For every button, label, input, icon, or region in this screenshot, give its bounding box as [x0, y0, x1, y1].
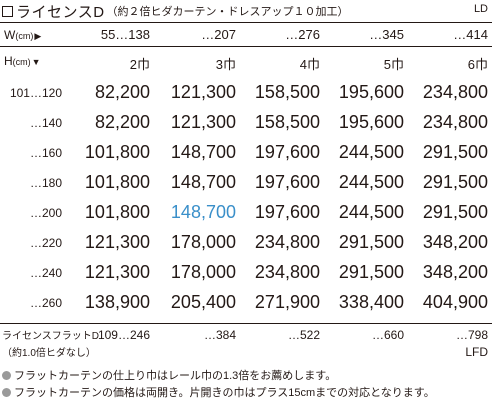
price-cell: 348,200: [422, 232, 488, 252]
price-cell: 197,600: [254, 142, 320, 162]
price-cell: 158,500: [254, 82, 320, 102]
price-cell: 148,700: [170, 202, 236, 222]
width-range-cell: …207: [201, 27, 236, 42]
panel-count-cell: 3巾: [215, 57, 236, 72]
price-cell: 291,500: [422, 202, 488, 222]
price-cell: 404,900: [422, 292, 488, 312]
price-cell: 101,800: [84, 202, 150, 222]
flat-divider: [0, 323, 492, 324]
price-cell: 234,800: [254, 232, 320, 252]
flat-width-cell: …384: [203, 328, 236, 342]
height-range-cell: …180: [29, 176, 62, 190]
price-cell: 178,000: [170, 232, 236, 252]
price-cell: 158,500: [254, 112, 320, 132]
note-text: フラットカーテンの仕上り巾はレール巾の1.3倍をお薦めします。: [14, 370, 337, 382]
note-1: フラットカーテンの仕上り巾はレール巾の1.3倍をお薦めします。: [2, 367, 336, 383]
price-cell: 82,200: [94, 112, 150, 132]
flat-width-cell: …660: [371, 328, 404, 342]
price-cell: 205,400: [170, 292, 236, 312]
price-cell: 138,900: [84, 292, 150, 312]
height-range-cell: …260: [29, 296, 62, 310]
price-cell: 121,300: [170, 82, 236, 102]
price-cell: 197,600: [254, 172, 320, 192]
flat-product-code: LFD: [465, 345, 488, 359]
panel-count-cell: 5巾: [383, 57, 404, 72]
height-range-cell: …140: [29, 116, 62, 130]
price-cell: 101,800: [84, 142, 150, 162]
square-icon: [2, 5, 13, 17]
height-unit: (cm): [12, 57, 31, 67]
note-2: フラットカーテンの価格は両開き。片開きの巾はプラス15cmまでの対応となります。: [2, 384, 435, 400]
price-cell: 244,500: [338, 172, 404, 192]
price-cell: 244,500: [338, 142, 404, 162]
height-range-cell: …220: [29, 236, 62, 250]
price-cell: 178,000: [170, 262, 236, 282]
price-cell: 234,800: [422, 82, 488, 102]
width-range-cell: …345: [369, 27, 404, 42]
price-cell: 148,700: [170, 172, 236, 192]
right-arrow-icon: ▶: [34, 31, 42, 41]
price-cell: 121,300: [170, 112, 236, 132]
price-cell: 291,500: [338, 262, 404, 282]
panel-count-cell: 4巾: [299, 57, 320, 72]
price-cell: 271,900: [254, 292, 320, 312]
height-label: H: [4, 54, 13, 68]
width-header-label: W(cm)▶: [4, 28, 41, 42]
panel-count-cell: 2巾: [129, 57, 150, 72]
top-rule: [0, 22, 492, 23]
width-range-cell: …276: [285, 27, 320, 42]
price-cell: 101,800: [84, 172, 150, 192]
height-header-label: H(cm)▼: [4, 54, 41, 68]
width-range-cell: …414: [453, 27, 488, 42]
note-text: フラットカーテンの価格は両開き。片開きの巾はプラス15cmまでの対応となります。: [14, 387, 435, 399]
width-range-cell: 55…138: [100, 27, 150, 42]
flat-product-name: ライセンスフラットD: [2, 331, 100, 342]
price-cell: 234,800: [254, 262, 320, 282]
bullet-icon: [2, 370, 11, 380]
product-name: ライセンスD: [16, 3, 105, 21]
width-label: W: [4, 28, 16, 42]
down-arrow-icon: ▼: [31, 57, 41, 67]
flat-product-description: （約1.0倍ヒダなし）: [2, 348, 96, 359]
price-cell: 82,200: [94, 82, 150, 102]
price-cell: 148,700: [170, 142, 236, 162]
price-cell: 244,500: [338, 202, 404, 222]
height-range-cell: …200: [29, 206, 62, 220]
panel-count-cell: 6巾: [467, 57, 488, 72]
price-cell: 121,300: [84, 262, 150, 282]
flat-width-cell: …798: [455, 328, 488, 342]
width-unit: (cm): [15, 31, 34, 41]
height-range-cell: 101…120: [9, 86, 62, 100]
flat-width-cell: 109…246: [97, 328, 150, 342]
price-cell: 291,500: [338, 232, 404, 252]
flat-width-cell: …522: [287, 328, 320, 342]
price-cell: 291,500: [422, 172, 488, 192]
height-range-cell: …240: [29, 266, 62, 280]
price-cell: 197,600: [254, 202, 320, 222]
price-cell: 234,800: [422, 112, 488, 132]
height-range-cell: …160: [29, 146, 62, 160]
price-cell: 348,200: [422, 262, 488, 282]
price-cell: 121,300: [84, 232, 150, 252]
product-description: （約２倍ヒダカーテン・ドレスアップ１０加工）: [106, 6, 349, 18]
price-cell: 195,600: [338, 82, 404, 102]
bullet-icon: [2, 387, 11, 397]
title: ライセンスD （約２倍ヒダカーテン・ドレスアップ１０加工）: [2, 2, 349, 21]
price-cell: 195,600: [338, 112, 404, 132]
price-cell: 291,500: [422, 142, 488, 162]
price-cell: 338,400: [338, 292, 404, 312]
product-code: LD: [473, 3, 488, 15]
header-divider: [0, 46, 492, 47]
